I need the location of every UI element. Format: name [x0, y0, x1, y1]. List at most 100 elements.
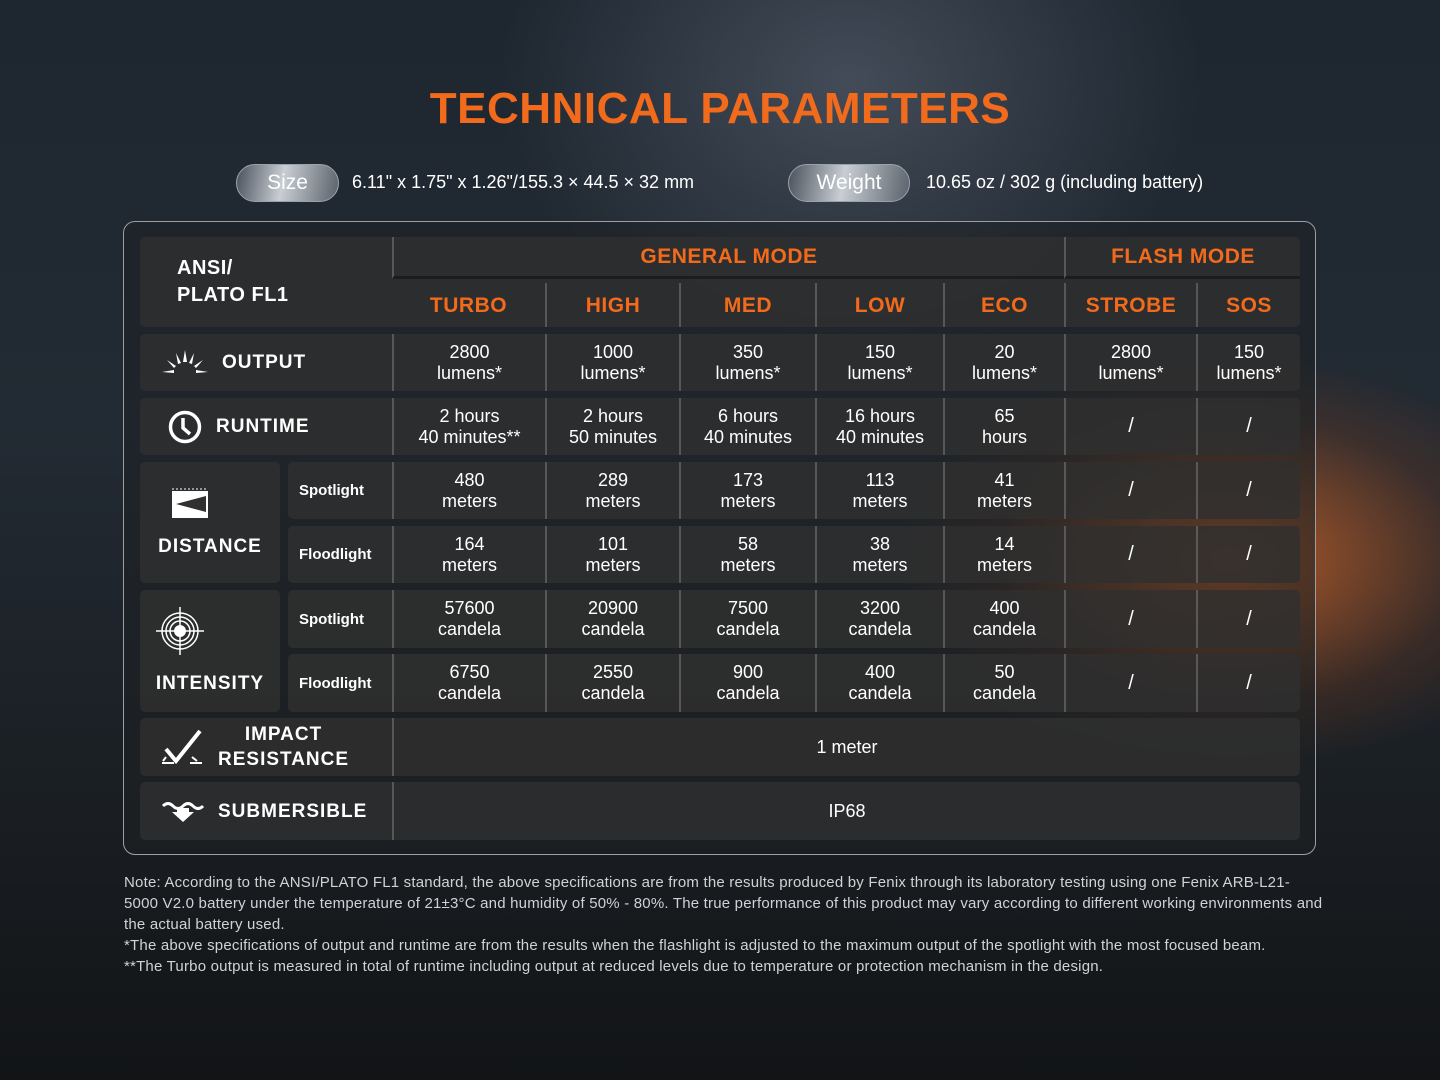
output-label-text: OUTPUT	[222, 352, 307, 373]
footnotes: Note: According to the ANSI/PLATO FL1 st…	[124, 872, 1324, 977]
value-line: meters	[441, 490, 497, 511]
value-cell: /	[1196, 398, 1300, 455]
size-value: 6.11" x 1.75" x 1.26"/155.3 × 44.5 × 32 …	[352, 172, 695, 192]
beam-distance-icon	[172, 488, 208, 518]
impact-line: RESISTANCE	[218, 749, 350, 770]
value-cell: 101 meters	[545, 526, 679, 583]
value-line: /	[1246, 607, 1252, 630]
value-line: meters	[720, 554, 776, 575]
mode-headers: TURBO HIGH MED LOW ECO STROBE SOS	[392, 283, 1300, 327]
value-line: meters	[976, 490, 1032, 511]
impact-label-text: IMPACT RESISTANCE	[218, 722, 349, 772]
value-line: meters	[976, 554, 1032, 575]
value-line: meters	[585, 554, 641, 575]
output-row: OUTPUT 2800 lumens* 1000 lumens* 350 lumens* 1…	[140, 334, 1300, 391]
value-cell: 289 meters	[545, 462, 679, 519]
value-line: 101	[597, 533, 629, 554]
value-line: /	[1246, 415, 1252, 437]
value-line: lumens*	[580, 362, 646, 383]
value-line: 2 hours	[582, 405, 644, 426]
mode-header: SOS	[1196, 283, 1300, 327]
value-cell: 38 meters	[815, 526, 943, 583]
value-cell: /	[1064, 526, 1196, 583]
intensity-floodlight-row: Floodlight 6750 candela 2550 candela 900 cande…	[288, 654, 1300, 712]
flash-mode-header: FLASH MODE	[1064, 237, 1300, 279]
value-cell: 20 lumens*	[943, 334, 1064, 391]
runtime-row: RUNTIME 2 hours 40 minutes** 2 hours 50 min…	[140, 398, 1300, 455]
value-line: 50 minutes	[568, 426, 658, 447]
value-cell: 2550 candela	[545, 654, 679, 712]
impact-check-icon	[162, 729, 202, 765]
value-line: meters	[720, 490, 776, 511]
value-cell: 3200 candela	[815, 590, 943, 648]
impact-row: IMPACT RESISTANCE 1 meter	[140, 718, 1300, 776]
value-line: 57600	[444, 598, 495, 618]
clock-icon	[168, 410, 202, 443]
value-cell: 2800 lumens*	[392, 334, 545, 391]
value-line: 113	[865, 469, 895, 490]
value-cell: 41 meters	[943, 462, 1064, 519]
value-line: candela	[972, 619, 1037, 639]
value-cell: 150 lumens*	[1196, 334, 1300, 391]
value-line: 7500	[727, 598, 769, 618]
value-cell: 2800 lumens*	[1064, 334, 1196, 391]
value-cell: 400 candela	[815, 654, 943, 712]
value-line: /	[1246, 479, 1252, 501]
value-cell: /	[1196, 462, 1300, 519]
value-line: meters	[441, 554, 497, 575]
value-line: /	[1128, 671, 1134, 694]
submersible-label-text: SUBMERSIBLE	[218, 800, 368, 822]
runtime-label: RUNTIME	[140, 398, 392, 455]
page-title: TECHNICAL PARAMETERS	[429, 84, 1011, 133]
value-line: 150	[1233, 341, 1265, 362]
value-line: /	[1128, 415, 1134, 437]
value-line: 38	[869, 533, 891, 554]
value-cell: 6 hours 40 minutes	[679, 398, 815, 455]
sub-label: Spotlight	[299, 482, 364, 499]
sub-label: Floodlight	[299, 674, 372, 692]
weight-badge: Weight	[788, 164, 910, 202]
value-cell: 173 meters	[679, 462, 815, 519]
value-line: /	[1128, 543, 1134, 565]
value-line: lumens*	[715, 362, 781, 383]
mode-header: LOW	[815, 283, 943, 327]
value-line: 16 hours	[844, 405, 916, 426]
sub-label: Spotlight	[299, 610, 364, 628]
value-line: 40 minutes**	[418, 426, 521, 447]
value-line: lumens*	[847, 362, 913, 383]
note: *The above specifications of output and …	[124, 937, 1266, 954]
value-line: 350	[732, 341, 764, 362]
value-line: 3200	[859, 598, 901, 618]
value-cell: 400 candela	[943, 590, 1064, 648]
standard-line: ANSI/	[177, 257, 233, 279]
value-cell: 50 candela	[943, 654, 1064, 712]
sub-label: Floodlight	[299, 546, 372, 563]
value-line: candela	[716, 619, 780, 639]
value-line: 14	[994, 533, 1015, 554]
value-line: 6 hours	[717, 405, 779, 426]
value-cell: /	[1064, 462, 1196, 519]
value-line: candela	[437, 619, 502, 639]
submersible-label: SUBMERSIBLE	[140, 782, 392, 840]
value-cell: 6750 candela	[392, 654, 545, 712]
value-line: 40 minutes	[835, 426, 925, 447]
value-cell: 14 meters	[943, 526, 1064, 583]
value-line: /	[1246, 671, 1252, 694]
value-line: /	[1246, 543, 1252, 565]
value-line: candela	[581, 683, 645, 703]
distance-label: DISTANCE	[140, 462, 280, 583]
value-line: 20900	[587, 598, 639, 618]
submersible-icon	[162, 802, 204, 822]
impact-value: 1 meter	[392, 718, 1300, 776]
intensity-label-text: INTENSITY	[155, 673, 265, 694]
value-line: 400	[864, 662, 896, 682]
size-badge: Size	[236, 164, 339, 202]
value-line: lumens*	[436, 362, 503, 383]
impact-line: IMPACT	[244, 724, 323, 745]
value-line: 1000	[592, 341, 634, 362]
value-cell: 57600 candela	[392, 590, 545, 648]
distance-floodlight-row: Floodlight 164 meters 101 meters 58 meters 38 me…	[288, 526, 1300, 583]
value-cell: 350 lumens*	[679, 334, 815, 391]
value-line: 173	[732, 469, 764, 490]
value-cell: /	[1064, 398, 1196, 455]
